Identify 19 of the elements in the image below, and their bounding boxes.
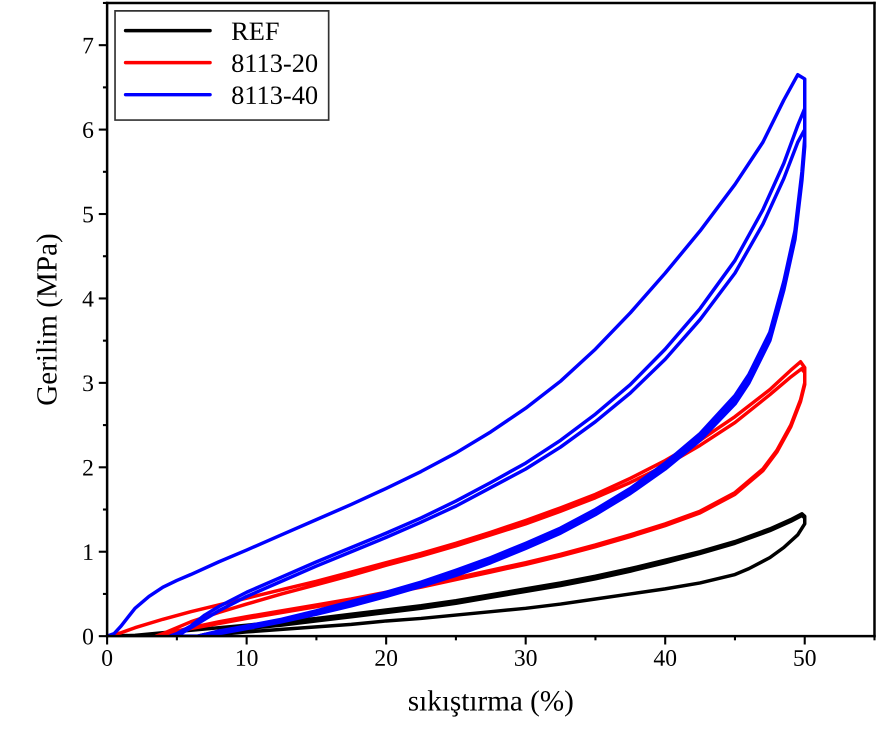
y-tick-label: 0 [83,628,94,645]
x-tick-label: 10 [236,650,258,666]
y-tick-label: 3 [83,375,93,392]
y-tick-label: 6 [83,122,94,138]
y-tick-label: 5 [83,206,93,222]
y-axis-title: Gerilim (MPa) [36,234,63,405]
x-tick-label: 30 [515,650,537,666]
x-axis-title: sıkıştırma (%) [408,690,573,717]
x-tick-label: 20 [375,650,398,666]
legend-label: 8113-20 [232,54,318,72]
y-tick-label: 4 [82,291,94,307]
x-tick-label: 40 [654,650,676,666]
y-tick-label: 1 [84,544,93,560]
x-tick-label: 50 [794,650,816,666]
y-tick-label: 2 [83,460,93,476]
y-tick-label: 7 [84,38,94,54]
legend-label: 8113-40 [232,86,318,104]
legend-label: REF [232,22,279,40]
x-tick-label: 0 [102,650,112,666]
